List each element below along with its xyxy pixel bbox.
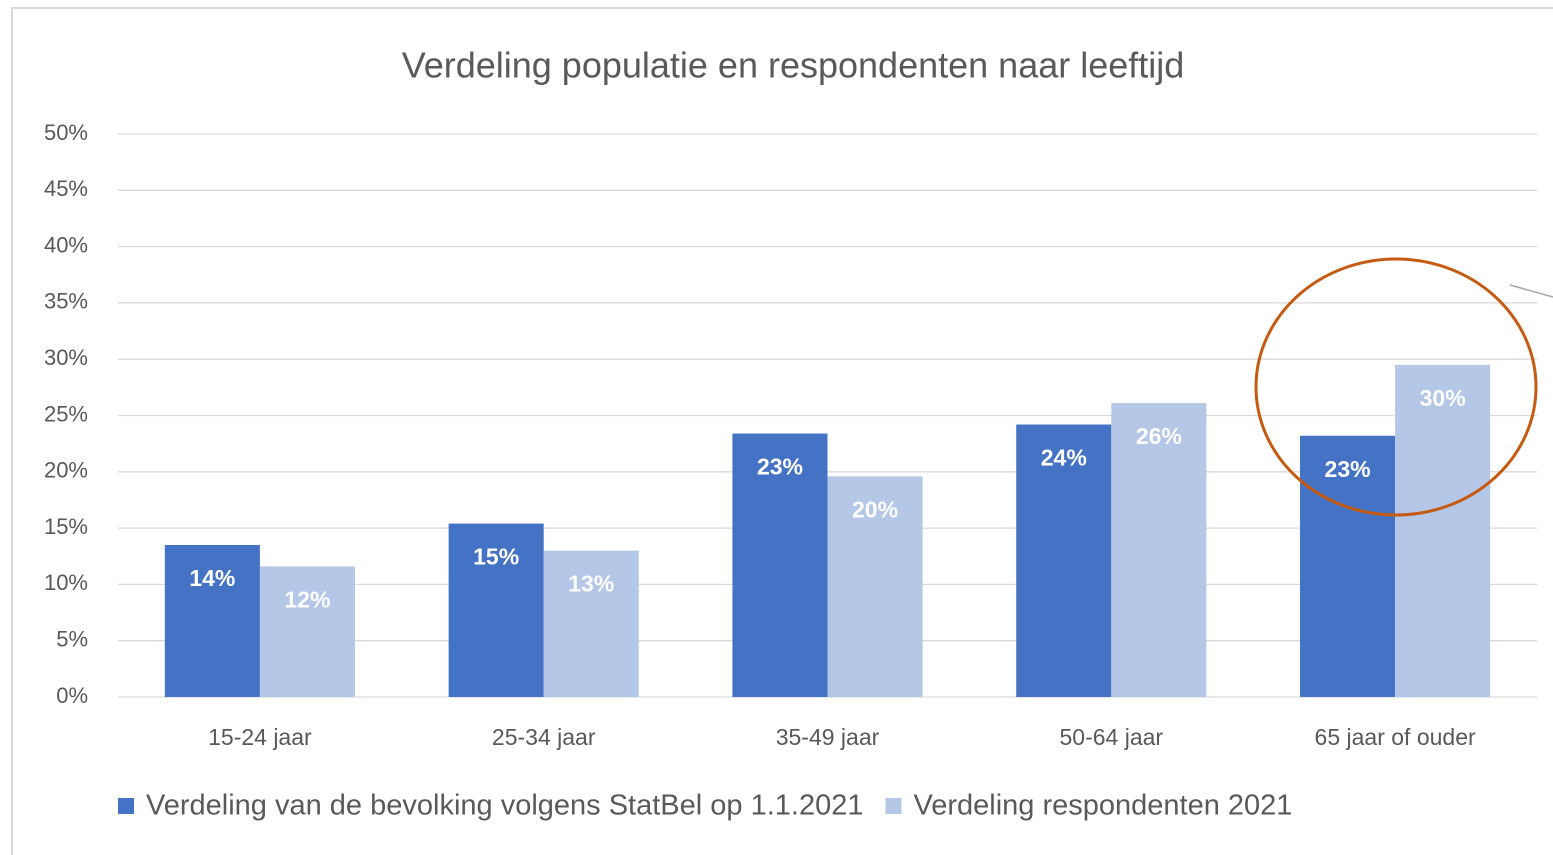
- bar: [259, 566, 355, 697]
- bar: [1300, 435, 1396, 697]
- bar: [1395, 364, 1491, 697]
- y-tick-label: 20%: [44, 458, 88, 483]
- y-tick-label: 25%: [44, 401, 88, 426]
- bar: [1111, 403, 1207, 697]
- chart-frame: [11, 7, 1553, 855]
- value-label: 14%: [189, 565, 235, 591]
- legend-label: Verdeling van de bevolking volgens StatB…: [146, 790, 863, 822]
- y-tick-label: 50%: [44, 120, 88, 145]
- bar: [164, 544, 260, 697]
- x-tick-label: 15-24 jaar: [208, 724, 312, 750]
- y-tick-label: 15%: [44, 514, 88, 539]
- y-tick-label: 10%: [44, 570, 88, 595]
- legend-swatch: [885, 798, 902, 814]
- value-label: 30%: [1420, 385, 1466, 411]
- bar: [543, 550, 639, 697]
- y-tick-label: 45%: [44, 176, 88, 201]
- value-label: 23%: [1325, 456, 1371, 482]
- plot: 0% 5% 10% 15% 20% 25% 30% 35% 40% 45% 50% 15-24 jaa…: [44, 120, 1537, 822]
- value-label: 23%: [757, 454, 803, 480]
- x-tick-label: 35-49 jaar: [776, 724, 880, 750]
- highlight-circle: [1254, 257, 1538, 517]
- bar: [827, 476, 923, 697]
- y-tick-label: 35%: [44, 289, 88, 314]
- y-tick-label: 5%: [56, 627, 88, 652]
- x-tick-label: 50-64 jaar: [1060, 724, 1164, 750]
- value-label: 15%: [473, 544, 519, 570]
- bar: [448, 523, 544, 697]
- value-label: 24%: [1041, 445, 1087, 471]
- legend-swatch: [118, 798, 134, 814]
- bar: [1016, 424, 1112, 697]
- legend-label: Verdeling respondenten 2021: [913, 790, 1292, 822]
- callout-line: [1509, 284, 1553, 298]
- y-tick-label: 30%: [44, 345, 88, 370]
- x-tick-label: 25-34 jaar: [492, 724, 596, 750]
- value-label: 20%: [852, 496, 898, 522]
- y-tick-label: 0%: [56, 683, 88, 708]
- value-label: 13%: [568, 571, 614, 597]
- chart-title: Verdeling populatie en respondenten naar…: [402, 45, 1185, 86]
- x-tick-label: 65 jaar of ouder: [1315, 724, 1476, 750]
- y-tick-label: 40%: [44, 232, 88, 257]
- bar: [732, 433, 828, 697]
- value-label: 12%: [284, 586, 330, 612]
- value-label: 26%: [1136, 423, 1182, 449]
